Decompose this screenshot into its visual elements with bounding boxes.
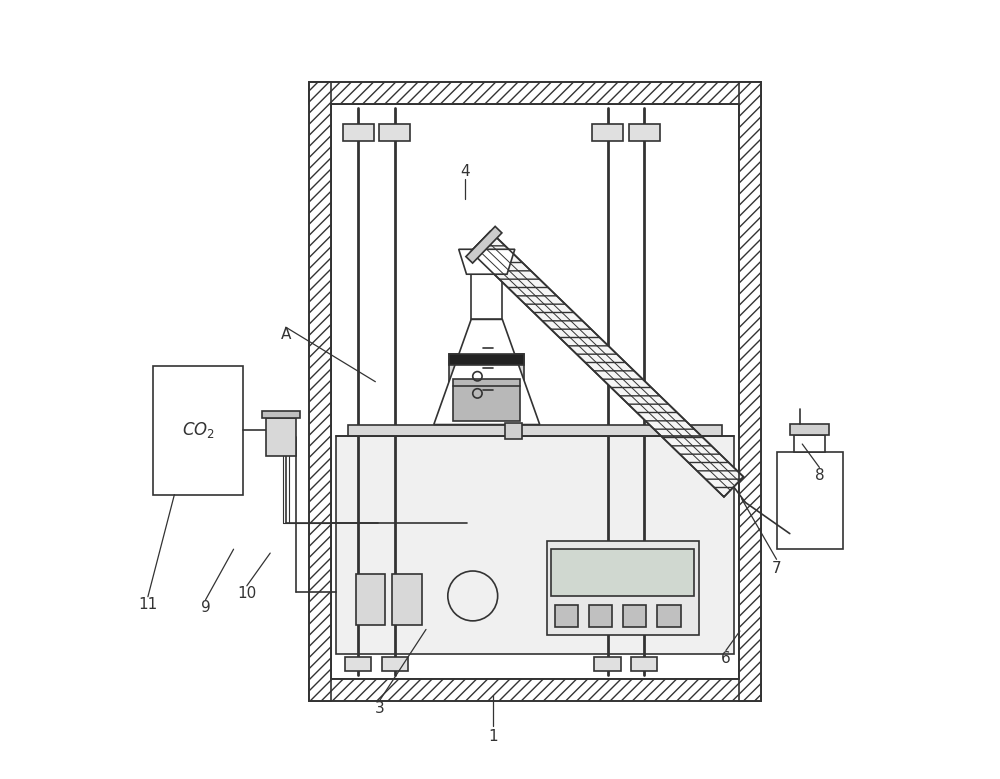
Bar: [631, 657, 657, 671]
Bar: [392, 574, 422, 625]
Polygon shape: [434, 319, 540, 425]
Bar: [449, 354, 524, 425]
Bar: [379, 124, 410, 141]
Bar: [790, 424, 829, 435]
Bar: [309, 679, 761, 701]
Bar: [449, 354, 524, 365]
Text: 6: 6: [721, 650, 731, 666]
Bar: [777, 452, 843, 549]
Text: CO$_2$: CO$_2$: [182, 421, 215, 440]
Bar: [657, 605, 681, 627]
Bar: [331, 104, 739, 679]
Text: 11: 11: [138, 597, 158, 612]
Bar: [309, 82, 761, 701]
Polygon shape: [471, 231, 743, 497]
Bar: [336, 436, 734, 654]
Bar: [623, 605, 646, 627]
Bar: [382, 657, 408, 671]
Bar: [331, 104, 739, 679]
Text: 1: 1: [488, 728, 498, 744]
Bar: [589, 605, 612, 627]
Bar: [505, 423, 522, 439]
Bar: [551, 549, 694, 596]
Bar: [309, 82, 761, 104]
Text: 9: 9: [201, 600, 210, 615]
Bar: [592, 124, 623, 141]
Bar: [453, 379, 520, 421]
Bar: [547, 541, 699, 635]
Bar: [309, 82, 331, 701]
Bar: [594, 657, 621, 671]
Text: 10: 10: [237, 586, 256, 601]
Bar: [555, 605, 578, 627]
Text: 7: 7: [772, 561, 781, 576]
Polygon shape: [459, 249, 515, 274]
Bar: [348, 425, 722, 436]
Text: A: A: [281, 327, 291, 343]
Bar: [262, 411, 300, 418]
Text: 4: 4: [460, 164, 470, 179]
Bar: [794, 435, 825, 452]
Bar: [739, 82, 761, 701]
Bar: [266, 418, 296, 456]
Bar: [343, 124, 374, 141]
Bar: [471, 274, 502, 319]
Bar: [153, 366, 243, 495]
Bar: [345, 657, 371, 671]
Bar: [629, 124, 660, 141]
Text: 3: 3: [374, 701, 384, 717]
Bar: [356, 574, 385, 625]
Polygon shape: [466, 227, 502, 263]
Text: 8: 8: [815, 467, 824, 483]
